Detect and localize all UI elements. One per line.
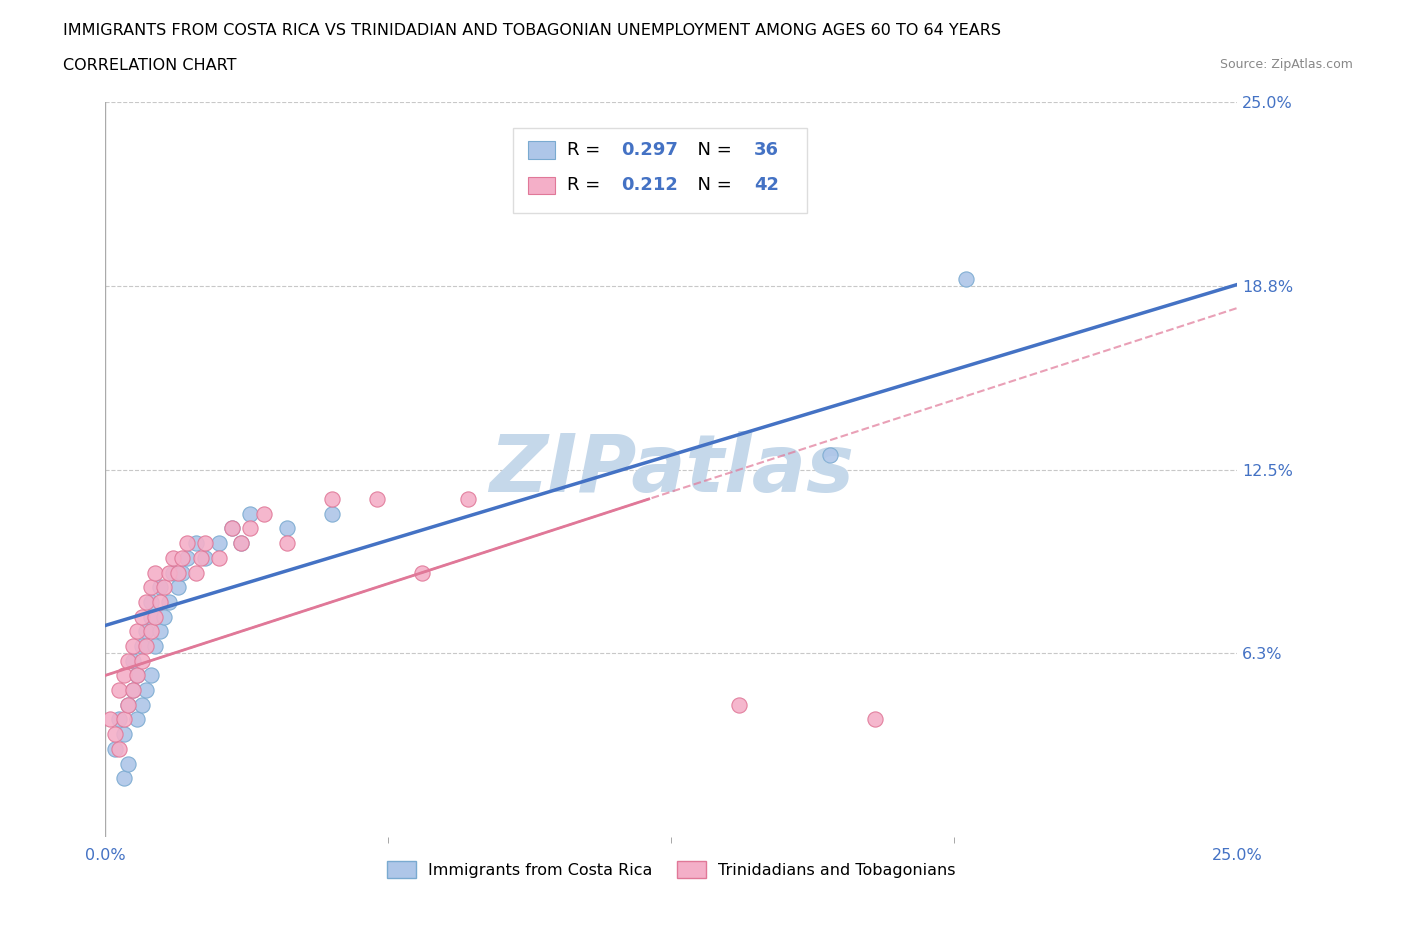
Point bbox=[149, 594, 172, 609]
Point bbox=[172, 565, 194, 580]
Point bbox=[103, 741, 125, 756]
Point bbox=[139, 609, 162, 624]
Point bbox=[131, 653, 153, 668]
Point bbox=[153, 609, 176, 624]
Point bbox=[143, 565, 166, 580]
Text: Source: ZipAtlas.com: Source: ZipAtlas.com bbox=[1219, 58, 1353, 71]
Point bbox=[149, 624, 172, 639]
Point bbox=[108, 683, 131, 698]
Point bbox=[139, 624, 162, 639]
Point bbox=[208, 551, 231, 565]
Point bbox=[117, 653, 139, 668]
Point bbox=[112, 771, 135, 786]
Point bbox=[184, 565, 207, 580]
Point bbox=[117, 698, 139, 712]
Point bbox=[157, 565, 180, 580]
Point bbox=[162, 565, 184, 580]
Point bbox=[167, 579, 190, 594]
Text: ZIPatlas: ZIPatlas bbox=[489, 431, 853, 509]
Text: N =: N = bbox=[686, 177, 738, 194]
Point bbox=[153, 579, 176, 594]
Point bbox=[162, 551, 184, 565]
Point bbox=[135, 683, 157, 698]
Point bbox=[194, 536, 217, 551]
Point bbox=[231, 536, 253, 551]
Point bbox=[172, 551, 194, 565]
Point bbox=[143, 609, 166, 624]
Point bbox=[366, 492, 388, 507]
Point bbox=[117, 698, 139, 712]
Point bbox=[112, 668, 135, 683]
Point bbox=[143, 639, 166, 654]
Text: N =: N = bbox=[686, 141, 738, 159]
Point bbox=[127, 668, 149, 683]
Point bbox=[208, 536, 231, 551]
Point bbox=[321, 506, 343, 521]
Point bbox=[157, 594, 180, 609]
Point bbox=[108, 712, 131, 727]
Point bbox=[112, 726, 135, 741]
Point bbox=[190, 551, 212, 565]
Point bbox=[127, 668, 149, 683]
Text: 0.212: 0.212 bbox=[621, 177, 679, 194]
FancyBboxPatch shape bbox=[527, 177, 555, 194]
Point bbox=[121, 653, 143, 668]
Point bbox=[117, 756, 139, 771]
FancyBboxPatch shape bbox=[513, 128, 807, 213]
Point bbox=[457, 492, 479, 507]
Text: R =: R = bbox=[567, 177, 606, 194]
Point bbox=[321, 492, 343, 507]
Text: IMMIGRANTS FROM COSTA RICA VS TRINIDADIAN AND TOBAGONIAN UNEMPLOYMENT AMONG AGES: IMMIGRANTS FROM COSTA RICA VS TRINIDADIA… bbox=[63, 23, 1001, 38]
Point bbox=[149, 579, 172, 594]
Text: CORRELATION CHART: CORRELATION CHART bbox=[63, 58, 236, 73]
Point bbox=[176, 536, 198, 551]
Point bbox=[167, 565, 190, 580]
Point bbox=[184, 536, 207, 551]
FancyBboxPatch shape bbox=[527, 141, 555, 159]
Point bbox=[131, 609, 153, 624]
Text: R =: R = bbox=[567, 141, 606, 159]
Point bbox=[131, 639, 153, 654]
Point bbox=[135, 639, 157, 654]
Point bbox=[131, 698, 153, 712]
Point bbox=[139, 579, 162, 594]
Point bbox=[221, 521, 243, 536]
Point bbox=[818, 447, 841, 462]
Text: 0.297: 0.297 bbox=[621, 141, 679, 159]
Point bbox=[411, 565, 433, 580]
Point bbox=[139, 668, 162, 683]
Point bbox=[139, 594, 162, 609]
Point bbox=[253, 506, 276, 521]
Point bbox=[127, 712, 149, 727]
Point bbox=[112, 712, 135, 727]
Point bbox=[276, 536, 298, 551]
Text: 36: 36 bbox=[754, 141, 779, 159]
Point bbox=[194, 551, 217, 565]
Point bbox=[955, 272, 977, 286]
Point bbox=[108, 741, 131, 756]
Point bbox=[121, 683, 143, 698]
Point bbox=[98, 712, 121, 727]
Point bbox=[135, 594, 157, 609]
Point bbox=[121, 683, 143, 698]
Point bbox=[239, 521, 262, 536]
Point bbox=[121, 639, 143, 654]
Point bbox=[103, 726, 125, 741]
Point bbox=[728, 698, 751, 712]
Text: 42: 42 bbox=[754, 177, 779, 194]
Point bbox=[135, 624, 157, 639]
Point bbox=[231, 536, 253, 551]
Point bbox=[176, 551, 198, 565]
Point bbox=[276, 521, 298, 536]
Point bbox=[221, 521, 243, 536]
Point bbox=[863, 712, 886, 727]
Point bbox=[239, 506, 262, 521]
Legend: Immigrants from Costa Rica, Trinidadians and Tobagonians: Immigrants from Costa Rica, Trinidadians… bbox=[381, 855, 962, 884]
Point bbox=[127, 624, 149, 639]
